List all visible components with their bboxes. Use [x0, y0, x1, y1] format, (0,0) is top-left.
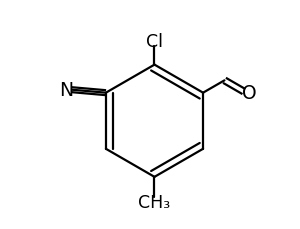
Text: Cl: Cl [146, 33, 163, 50]
Text: O: O [242, 83, 256, 102]
Text: N: N [59, 80, 74, 99]
Text: CH₃: CH₃ [138, 194, 171, 212]
